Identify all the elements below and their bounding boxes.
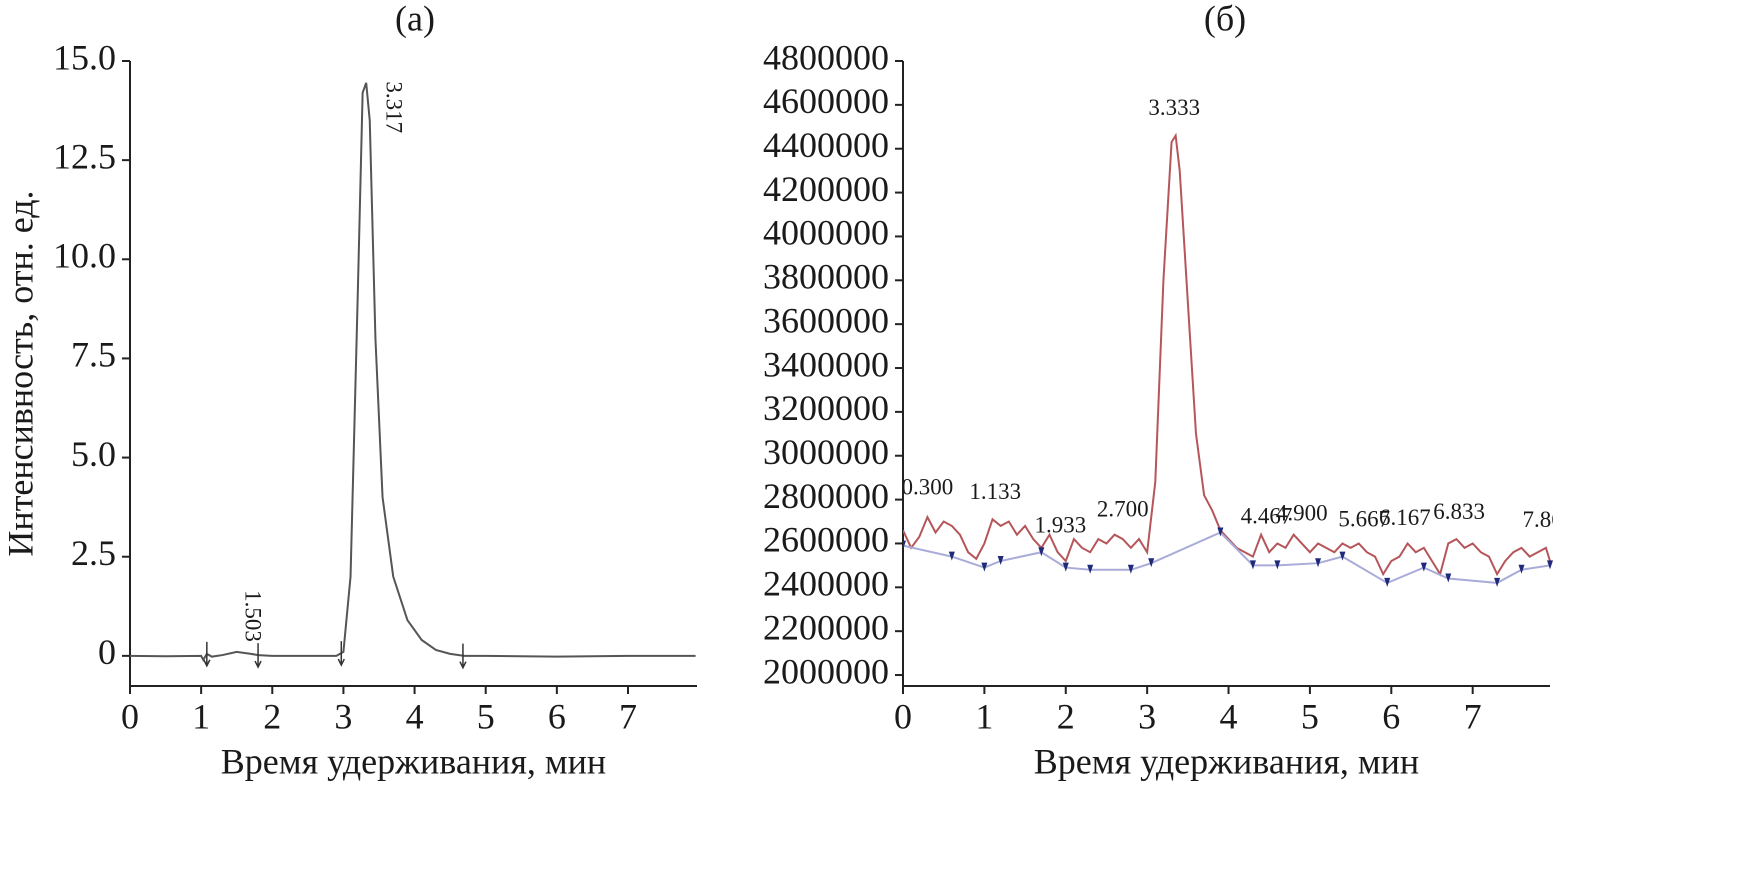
peak-label: 4.467 (1241, 504, 1293, 529)
y-tick-label: 2200000 (763, 607, 889, 647)
peak-label: 6.167 (1379, 505, 1431, 530)
marker (948, 551, 955, 561)
peak-label: 5.667 (1338, 507, 1390, 532)
peak-label: 1.933 (1034, 512, 1086, 537)
marker (1339, 551, 1346, 561)
line (129, 82, 696, 662)
line (903, 531, 1551, 585)
x-tick-label: 6 (1382, 696, 1400, 736)
peak-label: 3.317 (382, 81, 407, 133)
marker (1217, 527, 1224, 537)
y-tick-label: 7.5 (71, 335, 116, 375)
marker (1547, 560, 1553, 570)
marker (903, 540, 906, 550)
peak-label: 1.133 (969, 479, 1021, 504)
y-tick-label: 2600000 (763, 520, 889, 560)
x-tick-label: 1 (192, 696, 210, 736)
y-tick-label: 3200000 (763, 388, 889, 428)
y-tick-label: 3400000 (763, 344, 889, 384)
peak-label: 4.900 (1276, 501, 1328, 526)
panel-title: (a) (395, 0, 435, 38)
integration-mark (337, 641, 345, 667)
y-tick-label: 3600000 (763, 300, 889, 340)
peak-label: 0.300 (902, 474, 954, 499)
integration-mark (203, 641, 211, 668)
x-tick-label: 5 (1301, 696, 1319, 736)
x-tick-label: 4 (406, 696, 424, 736)
y-tick-label: 5.0 (71, 434, 116, 474)
x-tick-label: 6 (548, 696, 566, 736)
peak-label: 7.86 (1523, 507, 1563, 532)
y-tick-label: 4400000 (763, 125, 889, 165)
y-axis-label: Интенсивность, отн. ед. (0, 190, 40, 556)
panel: (б)2000000220000024000002600000280000030… (763, 0, 1563, 781)
marker (981, 562, 988, 572)
y-tick-label: 4200000 (763, 169, 889, 209)
marker (1087, 564, 1094, 574)
peak-label: 6.833 (1433, 499, 1485, 524)
peak-label: 2.700 (1097, 496, 1149, 521)
marker (1274, 560, 1281, 570)
y-tick-label: 0 (98, 632, 116, 672)
marker (1494, 577, 1501, 587)
line (903, 132, 1551, 577)
marker (1384, 577, 1391, 587)
marker (1062, 562, 1069, 572)
marker (1315, 558, 1322, 568)
x-tick-label: 5 (477, 696, 495, 736)
x-tick-label: 3 (1138, 696, 1156, 736)
x-tick-label: 2 (1057, 696, 1075, 736)
y-tick-label: 3800000 (763, 257, 889, 297)
panel: (a) 0 2.5 5.0 7.5 10.0 12.5 15.0 0 1 2 3 4 5 6 7 Время у… (0, 0, 697, 781)
marker (1420, 562, 1427, 572)
y-tick-label: 12.5 (53, 136, 116, 176)
x-tick-label: 4 (1220, 696, 1238, 736)
x-tick-label: 7 (619, 696, 637, 736)
panel-title: (б) (1204, 0, 1246, 38)
x-tick-label: 7 (1464, 696, 1482, 736)
x-tick-label: 0 (121, 696, 139, 736)
peak-label: 3.333 (1148, 95, 1200, 120)
y-tick-label: 4800000 (763, 37, 889, 77)
marker (1249, 560, 1256, 570)
marker (1148, 558, 1155, 568)
marker (997, 556, 1004, 565)
integration-mark (254, 643, 262, 669)
x-axis-label: Время удерживания, мин (221, 741, 606, 781)
y-tick-label: 2800000 (763, 476, 889, 516)
marker (1518, 564, 1525, 574)
peak-label: 1.503 (241, 590, 266, 642)
y-tick-label: 4000000 (763, 213, 889, 253)
y-tick-label: 2000000 (763, 651, 889, 691)
y-tick-label: 4600000 (763, 81, 889, 121)
plot-area (129, 82, 696, 662)
y-tick-label: 10.0 (53, 236, 116, 276)
y-tick-label: 2400000 (763, 564, 889, 604)
y-tick-label: 3000000 (763, 432, 889, 472)
marker (1127, 564, 1134, 574)
marker (1445, 573, 1452, 583)
x-tick-label: 0 (894, 696, 912, 736)
x-tick-label: 3 (334, 696, 352, 736)
x-tick-label: 1 (975, 696, 993, 736)
y-tick-label: 2.5 (71, 533, 116, 573)
marker (1038, 547, 1045, 557)
x-axis-label: Время удерживания, мин (1034, 741, 1419, 781)
x-tick-label: 2 (263, 696, 281, 736)
integration-mark (459, 643, 467, 670)
y-tick-label: 15.0 (53, 37, 116, 77)
